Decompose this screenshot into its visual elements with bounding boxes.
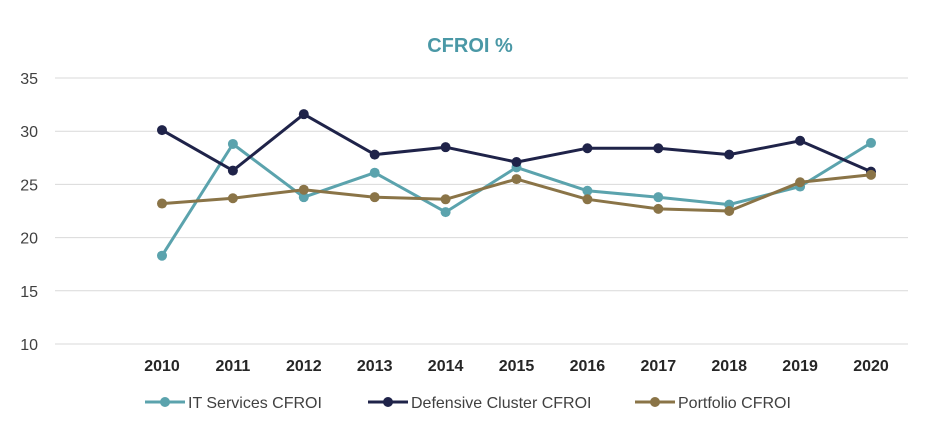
data-point [440,207,451,218]
x-tick-label: 2015 [499,358,535,375]
data-point [227,193,238,204]
data-point [653,143,664,154]
data-point [298,192,309,203]
series-0 [157,137,876,261]
legend-label: Defensive Cluster CFROI [411,395,592,412]
legend: IT Services CFROI Defensive Cluster CFROI… [145,395,791,412]
data-point [795,135,806,146]
data-point [511,174,522,185]
data-point [582,194,593,205]
x-tick-label: 2016 [570,358,606,375]
y-tick-label: 30 [20,124,38,141]
data-point [298,109,309,120]
data-point [440,194,451,205]
series-1 [157,109,876,177]
data-point [369,149,380,160]
y-tick-label: 10 [20,337,38,354]
legend-item: IT Services CFROI [145,395,322,412]
data-point [653,192,664,203]
data-point [157,198,167,209]
legend-marker [160,397,170,407]
series-2 [157,169,876,216]
data-point [653,203,664,214]
data-point [227,165,238,176]
data-point [582,185,593,196]
chart-title: CFROI % [427,35,513,57]
x-tick-label: 2013 [357,358,393,375]
legend-item: Defensive Cluster CFROI [368,395,592,412]
y-tick-label: 25 [20,177,38,194]
y-axis-ticks: 35 30 25 20 15 10 [20,71,38,354]
data-point [866,137,876,148]
data-point [866,169,876,180]
series-lines [157,109,876,261]
y-tick-label: 20 [20,231,38,248]
y-tick-label: 35 [20,71,38,88]
data-point [582,143,593,154]
data-point [724,149,735,160]
x-tick-label: 2010 [144,358,180,375]
x-tick-label: 2018 [711,358,747,375]
legend-marker [650,397,660,407]
data-point [298,184,309,195]
data-point [369,192,380,203]
data-point [795,177,806,188]
data-point [157,125,167,136]
legend-marker [383,397,393,407]
data-point [511,157,522,168]
legend-label: IT Services CFROI [188,395,322,412]
data-point [369,167,380,178]
x-tick-label: 2020 [853,358,889,375]
y-tick-label: 15 [20,284,38,301]
x-tick-label: 2011 [216,358,251,375]
x-tick-label: 2017 [641,358,677,375]
gridlines [55,77,908,345]
data-point [440,142,451,153]
data-point [227,138,238,149]
x-tick-label: 2012 [286,358,322,375]
data-point [724,206,735,216]
legend-label: Portfolio CFROI [678,395,791,412]
x-tick-label: 2019 [782,358,818,375]
x-axis-ticks: 2010 2011 2012 2013 2014 2015 2016 2017 2018 2019… [144,358,889,375]
x-tick-label: 2014 [428,358,464,375]
data-point [157,250,167,261]
legend-item: Portfolio CFROI [635,395,791,412]
